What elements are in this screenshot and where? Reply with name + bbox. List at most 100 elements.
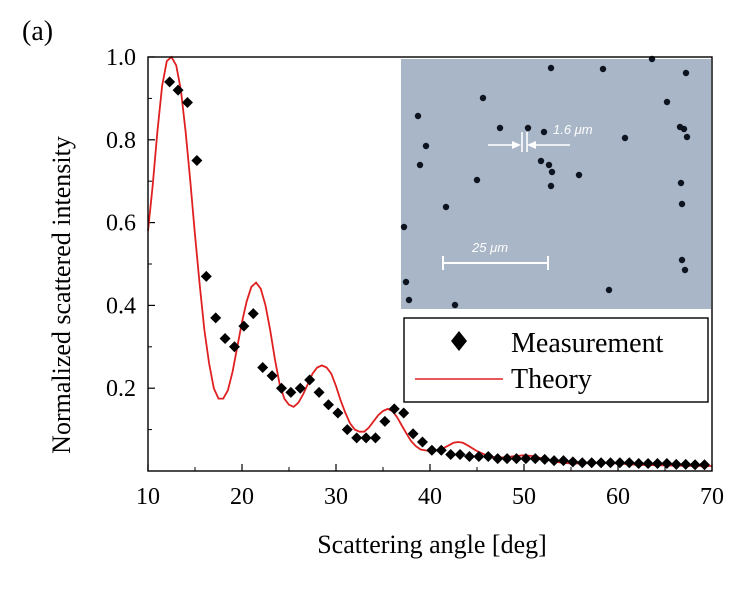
measurement-point xyxy=(164,76,176,88)
measurement-point xyxy=(435,444,447,456)
measurement-point xyxy=(567,456,579,468)
panel-label: (a) xyxy=(22,16,53,47)
legend-box xyxy=(403,317,709,403)
measurement-point xyxy=(228,341,240,353)
measurement-point xyxy=(181,97,193,109)
measurement-point xyxy=(369,432,381,444)
measurement-point xyxy=(520,453,532,465)
inset-particle xyxy=(575,171,583,179)
inset-particle xyxy=(496,124,504,132)
plot-area xyxy=(147,55,712,471)
legend: Measurement Theory xyxy=(403,317,709,403)
legend-theory-label: Theory xyxy=(511,364,592,395)
inset-particle xyxy=(677,179,685,187)
measurement-point xyxy=(529,453,541,465)
y-axis-title: Normalized scattered intensity xyxy=(47,136,76,454)
inset-particle xyxy=(414,112,422,120)
measurement-point xyxy=(388,403,400,415)
axis-ticks: 10 20 30 40 50 60 70 0.2 0.4 0.6 0.8 1.0 xyxy=(106,45,724,510)
x-axis-title: Scattering angle [deg] xyxy=(317,530,547,559)
inset-particle xyxy=(547,182,555,190)
inset-particle xyxy=(416,161,424,169)
measurement-point xyxy=(670,458,682,470)
measurement-point xyxy=(548,455,560,467)
inset-particle xyxy=(547,64,555,72)
x-tick-label: 20 xyxy=(230,484,254,510)
x-tick-label: 60 xyxy=(606,484,630,510)
measurement-point xyxy=(172,84,184,96)
measurement-point xyxy=(642,458,654,470)
inset-particle xyxy=(605,286,613,294)
measurement-point xyxy=(398,407,410,419)
measurement-point xyxy=(294,382,306,394)
measurement-point xyxy=(680,458,692,470)
x-tick-label: 30 xyxy=(324,484,348,510)
inset-particle xyxy=(451,301,459,309)
measurement-point xyxy=(407,428,419,440)
measurement-point xyxy=(191,155,203,166)
inset-particle xyxy=(681,266,689,274)
measurement-point xyxy=(473,451,485,463)
measurement-point xyxy=(313,386,325,398)
y-tick-label: 1.0 xyxy=(106,45,136,71)
measurement-point xyxy=(576,457,588,469)
measurement-point xyxy=(257,362,269,373)
measurement-point xyxy=(322,399,334,411)
measurement-point xyxy=(341,424,353,436)
measurement-point xyxy=(661,458,673,470)
x-tick-label: 40 xyxy=(418,484,442,510)
inset-particle xyxy=(400,223,408,231)
measurement-point xyxy=(501,453,513,465)
measurement-point xyxy=(586,457,598,469)
measurement-point xyxy=(285,386,297,398)
measurement-point xyxy=(463,451,475,463)
measurement-point xyxy=(332,407,344,419)
measurement-point xyxy=(604,457,616,469)
measurement-point xyxy=(416,436,428,448)
measurement-point xyxy=(492,453,504,465)
legend-measurement-label: Measurement xyxy=(511,328,664,359)
inset-background xyxy=(401,59,711,309)
measurement-point xyxy=(275,382,287,394)
measurement-point xyxy=(210,312,222,324)
x-tick-label: 70 xyxy=(700,484,724,510)
inset-particle xyxy=(682,69,690,77)
measurement-point xyxy=(595,457,607,469)
inset-micrograph: 1.6 μm 25 μm xyxy=(400,55,711,309)
inset-particle xyxy=(402,278,410,286)
inset-particle xyxy=(663,98,671,106)
inset-particle xyxy=(621,134,629,142)
measurement-point xyxy=(426,444,438,456)
measurement-point xyxy=(698,459,710,471)
measurement-point xyxy=(557,455,569,467)
inset-particle xyxy=(537,157,545,165)
particle-size-label: 1.6 μm xyxy=(553,122,593,137)
y-tick-label: 0.6 xyxy=(106,211,136,237)
measurement-point xyxy=(623,457,635,469)
inset-particle xyxy=(473,176,481,184)
inset-particle xyxy=(405,296,413,304)
measurement-point xyxy=(510,453,522,465)
measurement-point xyxy=(247,308,259,320)
y-tick-label: 0.2 xyxy=(106,376,136,402)
inset-particle xyxy=(680,125,688,133)
measurement-point xyxy=(379,415,391,427)
inset-particles xyxy=(400,55,691,309)
inset-particle xyxy=(599,65,607,73)
measurement-point xyxy=(351,432,363,444)
plot-frame xyxy=(147,56,713,472)
inset-particle xyxy=(422,142,430,150)
inset-particle xyxy=(479,94,487,102)
inset-particle xyxy=(548,168,556,176)
y-tick-label: 0.4 xyxy=(106,293,136,319)
measurement-point xyxy=(238,320,250,332)
measurement-point xyxy=(360,432,372,444)
measurement-point xyxy=(454,448,466,460)
inset-particle xyxy=(683,133,691,141)
measurement-point xyxy=(200,270,212,282)
measurement-point xyxy=(614,457,626,469)
inset-particle xyxy=(678,256,686,264)
x-tick-label: 10 xyxy=(136,484,160,510)
scale-bar xyxy=(442,256,549,270)
x-tick-label: 50 xyxy=(512,484,536,510)
